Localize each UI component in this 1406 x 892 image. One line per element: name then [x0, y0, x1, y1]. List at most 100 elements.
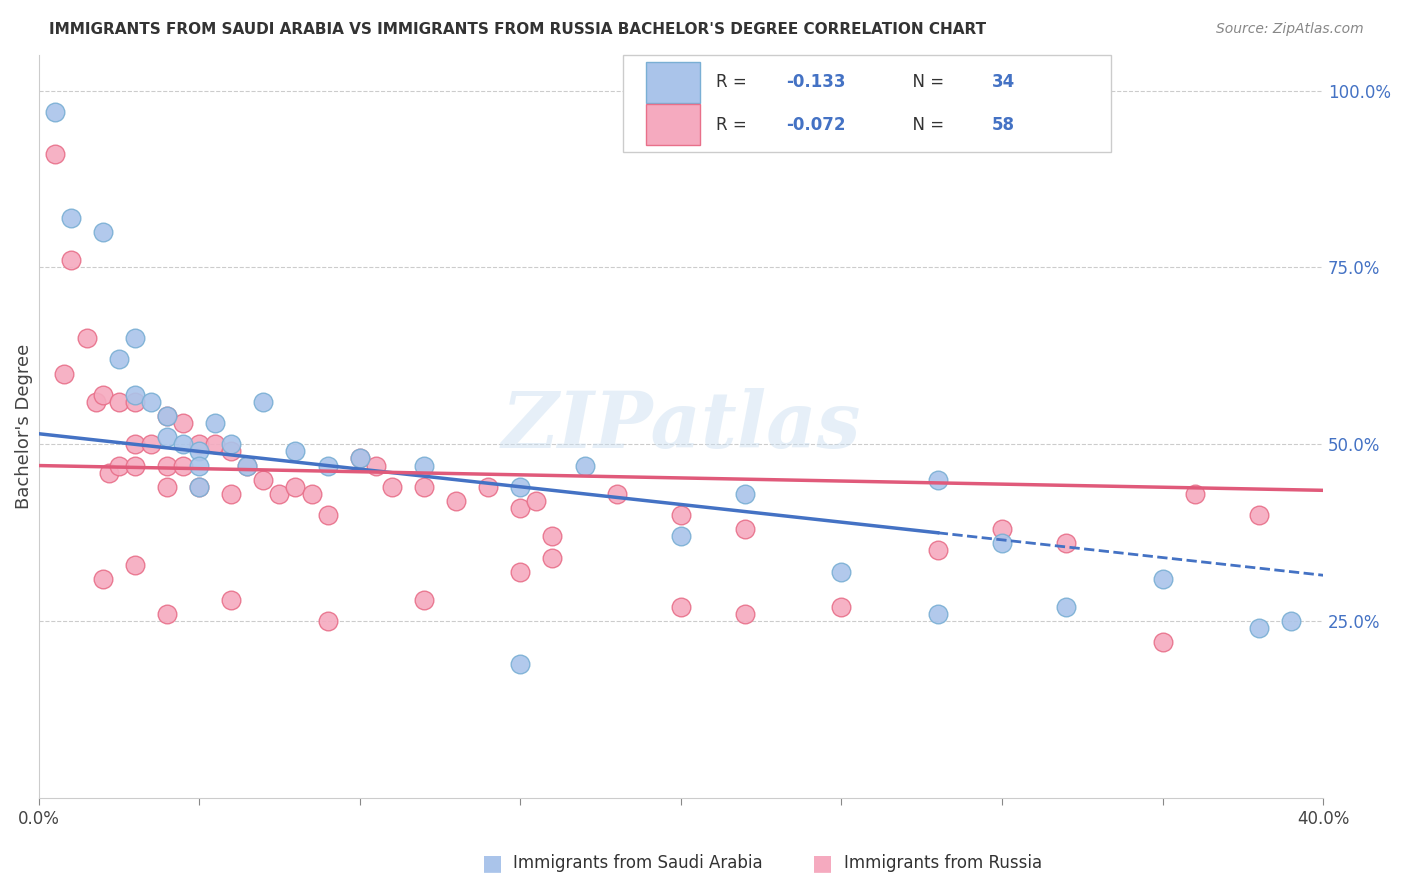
Point	[188, 444, 211, 458]
Point	[509, 480, 531, 494]
Point	[124, 458, 146, 473]
Point	[188, 458, 211, 473]
Point	[108, 458, 131, 473]
Point	[927, 607, 949, 622]
Point	[1247, 621, 1270, 635]
Point	[284, 444, 307, 458]
Text: Immigrants from Saudi Arabia: Immigrants from Saudi Arabia	[513, 855, 763, 872]
Text: ■: ■	[813, 854, 832, 873]
Point	[86, 395, 108, 409]
Point	[44, 147, 66, 161]
Point	[541, 550, 564, 565]
Text: Source: ZipAtlas.com: Source: ZipAtlas.com	[1216, 22, 1364, 37]
Text: -0.133: -0.133	[786, 73, 845, 91]
Text: ZIPatlas: ZIPatlas	[501, 388, 860, 465]
Text: N =: N =	[901, 73, 949, 91]
Point	[1279, 614, 1302, 628]
Point	[204, 416, 226, 430]
Point	[236, 458, 259, 473]
Point	[830, 565, 852, 579]
Point	[524, 494, 547, 508]
Text: N =: N =	[901, 116, 949, 134]
Point	[59, 253, 82, 268]
Text: R =: R =	[716, 116, 752, 134]
Point	[381, 480, 404, 494]
Point	[124, 395, 146, 409]
Point	[830, 600, 852, 615]
Text: R =: R =	[716, 73, 752, 91]
Point	[316, 458, 339, 473]
Point	[156, 409, 179, 423]
Point	[252, 473, 274, 487]
Point	[541, 529, 564, 543]
Text: ■: ■	[482, 854, 502, 873]
Point	[156, 430, 179, 444]
Point	[139, 395, 162, 409]
Point	[574, 458, 596, 473]
Point	[991, 536, 1014, 550]
Point	[509, 657, 531, 671]
Point	[316, 614, 339, 628]
Point	[124, 331, 146, 345]
Point	[734, 487, 756, 501]
Point	[219, 487, 242, 501]
Point	[236, 458, 259, 473]
Text: Immigrants from Russia: Immigrants from Russia	[844, 855, 1042, 872]
Point	[669, 508, 692, 522]
Point	[53, 367, 76, 381]
Point	[927, 543, 949, 558]
Point	[156, 458, 179, 473]
Point	[188, 437, 211, 451]
Point	[91, 225, 114, 239]
Point	[124, 558, 146, 572]
Text: 58: 58	[991, 116, 1015, 134]
Point	[44, 104, 66, 119]
Text: -0.072: -0.072	[786, 116, 845, 134]
Point	[734, 607, 756, 622]
Point	[477, 480, 499, 494]
Point	[509, 565, 531, 579]
FancyBboxPatch shape	[647, 104, 700, 145]
Point	[219, 444, 242, 458]
Point	[156, 607, 179, 622]
Point	[349, 451, 371, 466]
Point	[1247, 508, 1270, 522]
Point	[139, 437, 162, 451]
Y-axis label: Bachelor's Degree: Bachelor's Degree	[15, 344, 32, 509]
FancyBboxPatch shape	[647, 62, 700, 103]
Point	[98, 466, 121, 480]
Point	[1054, 600, 1077, 615]
FancyBboxPatch shape	[623, 55, 1111, 152]
Point	[188, 480, 211, 494]
Point	[219, 593, 242, 607]
Point	[124, 388, 146, 402]
Point	[444, 494, 467, 508]
Point	[1152, 635, 1174, 649]
Point	[172, 437, 194, 451]
Point	[509, 501, 531, 516]
Point	[1152, 572, 1174, 586]
Point	[91, 388, 114, 402]
Point	[204, 437, 226, 451]
Point	[219, 437, 242, 451]
Point	[991, 522, 1014, 536]
Point	[669, 600, 692, 615]
Point	[156, 409, 179, 423]
Point	[91, 572, 114, 586]
Point	[172, 416, 194, 430]
Point	[124, 437, 146, 451]
Point	[734, 522, 756, 536]
Point	[156, 480, 179, 494]
Text: 34: 34	[991, 73, 1015, 91]
Text: IMMIGRANTS FROM SAUDI ARABIA VS IMMIGRANTS FROM RUSSIA BACHELOR'S DEGREE CORRELA: IMMIGRANTS FROM SAUDI ARABIA VS IMMIGRAN…	[49, 22, 987, 37]
Point	[301, 487, 323, 501]
Point	[413, 458, 436, 473]
Point	[349, 451, 371, 466]
Point	[252, 395, 274, 409]
Point	[1184, 487, 1206, 501]
Point	[172, 458, 194, 473]
Point	[1054, 536, 1077, 550]
Point	[76, 331, 98, 345]
Point	[606, 487, 628, 501]
Point	[316, 508, 339, 522]
